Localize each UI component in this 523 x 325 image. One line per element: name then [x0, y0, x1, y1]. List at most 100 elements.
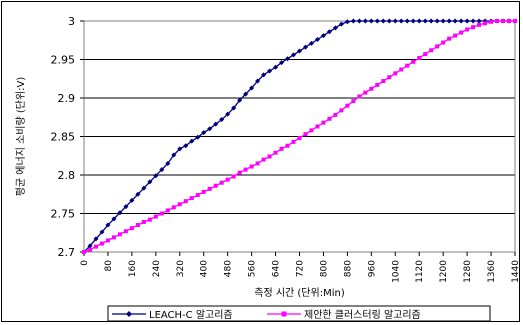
y-tick-label: 2.75 [51, 208, 76, 221]
data-point [267, 68, 273, 74]
data-point [441, 40, 446, 45]
data-point [237, 170, 242, 175]
x-tick-label: 720 [296, 260, 306, 277]
data-point [507, 19, 512, 23]
data-point [159, 211, 164, 216]
data-point [243, 167, 248, 172]
data-point [249, 85, 255, 91]
data-point [416, 18, 422, 24]
x-tick-label: 800 [319, 260, 329, 277]
data-point [495, 19, 500, 23]
data-point [213, 121, 219, 127]
data-point [411, 59, 416, 64]
data-point [105, 238, 110, 243]
x-tick-label: 960 [367, 260, 377, 277]
data-point [489, 19, 494, 24]
data-point [476, 18, 482, 24]
data-point [123, 229, 128, 234]
data-point [285, 143, 290, 148]
data-point [153, 214, 158, 219]
x-tick-label: 0 [80, 260, 90, 266]
data-point [183, 199, 188, 204]
series-1 [81, 18, 518, 255]
x-tick-label: 400 [200, 260, 210, 277]
data-point [350, 18, 356, 24]
data-point [410, 18, 416, 24]
data-point [501, 19, 506, 23]
data-point [267, 154, 272, 159]
data-point [470, 18, 476, 24]
data-point [422, 18, 428, 24]
data-point [513, 19, 517, 23]
x-tick-label: 880 [343, 260, 353, 277]
x-tick-label: 1280 [463, 260, 473, 283]
data-point [195, 134, 201, 140]
data-point [135, 223, 140, 228]
data-point [459, 30, 464, 35]
y-axis-title: 평균 에너지 소비량 (단위:V) [14, 77, 27, 197]
data-point [231, 105, 237, 111]
data-point [471, 25, 476, 30]
data-point [297, 48, 302, 54]
data-point [255, 78, 261, 84]
x-tick-label: 80 [104, 260, 114, 272]
x-axis-ticks: 0 80 160 240 320 400 480 560 640 720 800 880 960 1040… [80, 252, 521, 283]
data-point [399, 67, 404, 72]
data-point [381, 79, 386, 84]
data-point [291, 139, 296, 144]
data-point [314, 36, 320, 42]
data-point [285, 56, 291, 62]
data-point [117, 232, 122, 237]
data-point [99, 241, 104, 246]
data-point [297, 136, 302, 141]
data-point [369, 86, 374, 91]
x-tick-label: 1200 [439, 260, 449, 283]
data-point [279, 146, 284, 151]
data-point [159, 167, 165, 173]
x-tick-label: 560 [248, 260, 258, 277]
legend-marker [126, 311, 132, 317]
legend-label: 제안한 클러스터링 알고리즘 [304, 309, 421, 321]
data-point [458, 18, 464, 24]
data-point [321, 120, 326, 125]
y-tick-label: 2.95 [51, 54, 76, 67]
data-point [219, 117, 225, 123]
data-point [332, 25, 338, 31]
data-point [183, 143, 189, 149]
data-point [363, 90, 368, 95]
data-point [375, 82, 380, 87]
x-axis-title: 측정 시간 (단위:Min) [254, 286, 345, 299]
data-point [357, 94, 362, 99]
x-tick-label: 1040 [391, 260, 401, 283]
legend: LEACH-C 알고리즘 제안한 클러스터링 알고리즘 [107, 305, 491, 322]
data-point [87, 247, 92, 252]
data-point [368, 18, 374, 24]
data-point [465, 27, 470, 32]
data-point [177, 202, 182, 207]
data-point [338, 21, 344, 27]
data-point [243, 91, 249, 97]
data-point [387, 75, 392, 80]
data-point [327, 116, 332, 121]
data-point [464, 18, 470, 24]
data-point [291, 52, 297, 58]
data-point [380, 18, 386, 24]
data-point [225, 111, 231, 117]
data-point [339, 108, 344, 113]
data-point [446, 18, 452, 24]
data-point [362, 18, 368, 24]
data-point [351, 99, 356, 104]
data-point [392, 18, 398, 24]
data-point [141, 185, 147, 191]
y-tick-label: 3 [68, 15, 75, 28]
data-point [201, 130, 207, 136]
y-axis-ticks: 2.7 2.75 2.8 2.85 2.9 2.95 3 [51, 15, 84, 259]
data-point [255, 161, 260, 166]
data-point [435, 44, 440, 49]
data-point [453, 33, 458, 38]
data-point [87, 243, 93, 249]
data-point [356, 18, 362, 24]
data-point [404, 18, 410, 24]
legend-marker [281, 311, 287, 317]
